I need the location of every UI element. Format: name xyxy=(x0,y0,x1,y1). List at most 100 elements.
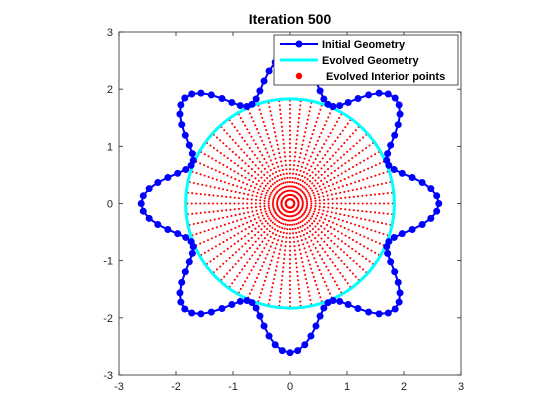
interior-point xyxy=(347,245,350,248)
interior-point xyxy=(303,186,306,189)
interior-point xyxy=(237,164,240,167)
interior-point xyxy=(203,240,206,243)
interior-point xyxy=(263,187,266,190)
evolved-geometry-series xyxy=(184,97,396,310)
interior-point xyxy=(313,220,316,223)
interior-point xyxy=(241,245,244,248)
interior-point xyxy=(300,189,303,192)
interior-point xyxy=(195,171,198,175)
interior-point xyxy=(333,187,336,190)
initial-geometry-marker xyxy=(316,312,324,320)
interior-point xyxy=(374,202,377,205)
interior-point xyxy=(279,230,282,234)
interior-point xyxy=(296,177,299,181)
interior-point xyxy=(351,174,354,177)
interior-point xyxy=(284,159,287,162)
interior-point xyxy=(248,215,251,218)
initial-geometry-marker xyxy=(181,131,189,139)
x-tick-label: -3 xyxy=(114,381,124,393)
interior-point xyxy=(355,232,358,235)
interior-point xyxy=(238,225,241,228)
interior-point xyxy=(271,178,274,181)
interior-point xyxy=(288,133,292,136)
interior-point xyxy=(237,202,240,205)
interior-point xyxy=(333,235,337,238)
interior-point xyxy=(252,139,255,142)
interior-point xyxy=(292,185,295,188)
interior-point xyxy=(368,260,371,263)
interior-point xyxy=(223,154,226,157)
interior-point xyxy=(265,243,268,246)
interior-point xyxy=(256,247,259,250)
interior-point xyxy=(231,282,234,285)
interior-point xyxy=(271,118,274,121)
interior-point xyxy=(270,213,273,216)
interior-point xyxy=(307,259,310,262)
interior-point xyxy=(383,202,386,205)
interior-point xyxy=(280,164,284,167)
interior-point xyxy=(276,190,279,194)
interior-point xyxy=(211,157,214,160)
interior-point xyxy=(218,243,221,246)
interior-point xyxy=(251,150,254,153)
interior-point xyxy=(227,182,231,185)
interior-point xyxy=(213,218,216,221)
interior-point xyxy=(294,177,297,180)
legend-label-evolved-geometry: Evolved Geometry xyxy=(322,55,419,67)
interior-point xyxy=(297,121,300,124)
interior-point xyxy=(282,138,285,141)
interior-point xyxy=(266,176,269,180)
interior-point xyxy=(298,112,301,116)
interior-point xyxy=(365,210,368,213)
interior-point xyxy=(292,219,295,222)
initial-geometry-marker xyxy=(188,249,196,257)
interior-point xyxy=(285,219,288,222)
interior-point xyxy=(327,288,330,291)
interior-point xyxy=(263,279,266,283)
interior-point xyxy=(316,222,319,225)
interior-point xyxy=(288,275,292,278)
interior-point xyxy=(309,298,312,302)
interior-point xyxy=(280,279,284,282)
interior-point xyxy=(329,226,332,229)
interior-point xyxy=(280,160,283,163)
interior-point xyxy=(294,151,297,154)
initial-geometry-marker xyxy=(324,100,332,108)
interior-point xyxy=(239,117,242,120)
interior-point xyxy=(313,194,316,197)
interior-point xyxy=(254,206,258,209)
interior-point xyxy=(268,230,271,233)
interior-point xyxy=(359,243,362,246)
interior-point xyxy=(298,173,301,177)
interior-point xyxy=(321,247,324,250)
interior-point xyxy=(290,185,293,188)
interior-point xyxy=(301,224,304,227)
interior-point xyxy=(323,164,326,167)
interior-point xyxy=(318,199,321,202)
interior-point xyxy=(318,196,321,199)
interior-point xyxy=(359,161,362,164)
interior-point xyxy=(263,199,266,202)
interior-point xyxy=(299,104,302,107)
interior-point xyxy=(199,202,202,205)
interior-point xyxy=(268,298,271,302)
interior-point xyxy=(259,150,262,153)
interior-point xyxy=(338,117,341,120)
interior-point xyxy=(301,180,304,183)
interior-point xyxy=(306,202,309,205)
interior-point xyxy=(259,135,262,138)
interior-point xyxy=(205,184,208,187)
interior-point xyxy=(366,227,369,230)
interior-point xyxy=(370,202,373,205)
interior-point xyxy=(296,134,299,137)
interior-point xyxy=(344,208,347,211)
interior-point xyxy=(305,204,309,207)
interior-point xyxy=(277,215,280,218)
interior-point xyxy=(285,172,288,175)
plot-area: -3 -2 -1 0 1 2 3 -3 -2 -1 0 1 2 3 xyxy=(103,27,464,393)
interior-point xyxy=(199,242,202,245)
interior-point xyxy=(244,162,247,165)
interior-point xyxy=(267,239,270,242)
interior-point xyxy=(308,235,311,238)
interior-point xyxy=(345,183,348,186)
